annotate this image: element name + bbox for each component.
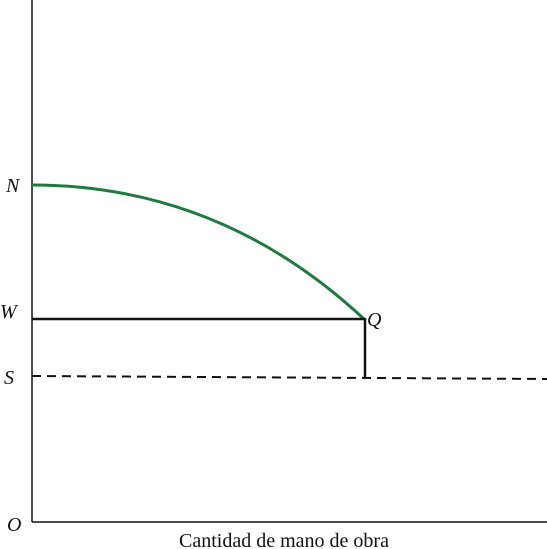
- curve: [31, 183, 366, 321]
- x-axis-label: Cantidad de mano de obra: [179, 530, 389, 549]
- label-n: N: [5, 175, 21, 197]
- label-o: O: [7, 514, 21, 536]
- label-w: W: [0, 301, 19, 323]
- label-q: Q: [367, 309, 382, 331]
- label-s: S: [4, 367, 14, 389]
- dashed-line: [31, 375, 547, 380]
